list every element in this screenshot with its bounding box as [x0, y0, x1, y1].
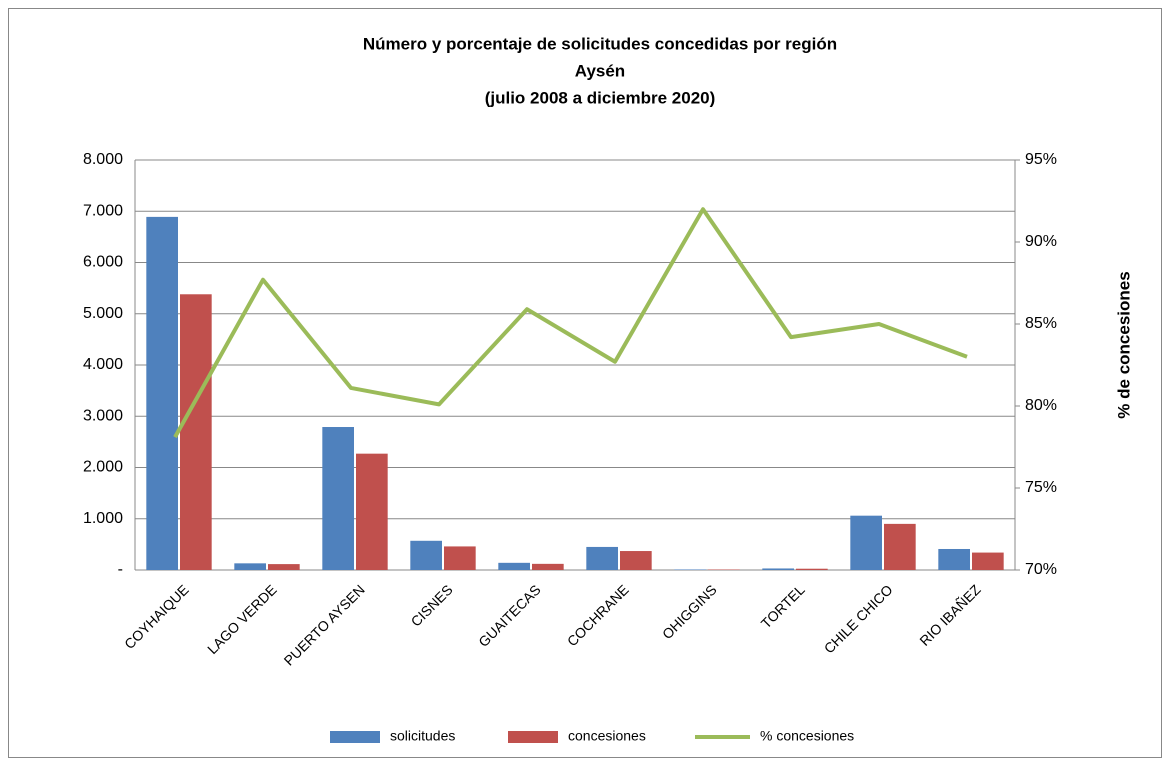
y2-tick-label: 75% — [1025, 479, 1057, 496]
bar — [674, 569, 706, 570]
y-tick-label: 7.000 — [83, 202, 123, 219]
bar — [796, 568, 828, 570]
bar — [884, 523, 916, 570]
y-tick-label: 3.000 — [83, 407, 123, 424]
line-series — [173, 207, 968, 439]
chart-title: Número y porcentaje de solicitudes conce… — [363, 34, 837, 53]
y-tick-label: 2.000 — [83, 459, 123, 476]
legend-swatch — [508, 731, 558, 743]
bar — [410, 540, 442, 570]
chart-subtitle: Aysén — [575, 61, 625, 80]
y-tick-label: 5.000 — [83, 305, 123, 322]
y-tick-label: - — [118, 561, 123, 578]
y2-tick-label: 85% — [1025, 315, 1057, 332]
bar — [972, 552, 1004, 570]
bar — [268, 564, 300, 570]
bar — [938, 548, 970, 570]
y2-axis-title: % de concesiones — [1114, 271, 1133, 418]
y2-tick-label: 70% — [1025, 561, 1057, 578]
legend-label: solicitudes — [390, 728, 455, 744]
bar — [620, 551, 652, 570]
bar — [146, 216, 178, 570]
bar — [356, 453, 388, 570]
y-tick-label: 6.000 — [83, 254, 123, 271]
bar — [444, 546, 476, 570]
y-tick-label: 1.000 — [83, 510, 123, 527]
bar — [234, 563, 266, 570]
bar — [180, 294, 212, 570]
y-tick-label: 4.000 — [83, 356, 123, 373]
legend-label: % concesiones — [760, 728, 854, 744]
bar — [762, 568, 794, 570]
y2-tick-label: 95% — [1025, 151, 1057, 168]
y2-tick-label: 90% — [1025, 233, 1057, 250]
y2-tick-label: 80% — [1025, 397, 1057, 414]
bar — [586, 546, 618, 570]
bar — [532, 563, 564, 570]
bar — [850, 515, 882, 570]
bar — [322, 427, 354, 570]
legend-label: concesiones — [568, 728, 646, 744]
y-tick-label: 8.000 — [83, 151, 123, 168]
bar — [498, 562, 530, 570]
chart-subtitle: (julio 2008 a diciembre 2020) — [485, 88, 716, 107]
legend-swatch — [330, 731, 380, 743]
